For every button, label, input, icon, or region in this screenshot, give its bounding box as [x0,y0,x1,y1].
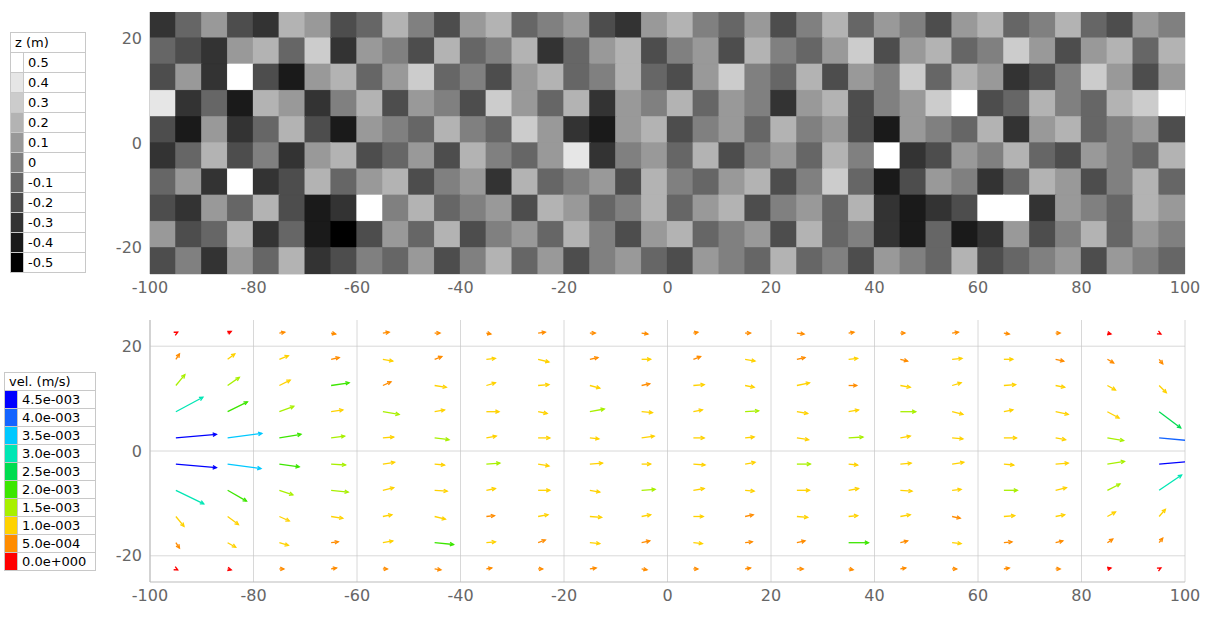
svg-text:0: 0 [132,442,142,461]
svg-text:80: 80 [1071,278,1091,297]
svg-text:-40: -40 [447,586,473,605]
svg-text:-20: -20 [116,238,142,257]
svg-text:40: 40 [864,278,884,297]
svg-text:100: 100 [1170,586,1201,605]
svg-text:-20: -20 [551,586,577,605]
html-text:0.1: 0.1 [28,135,49,150]
svg-text:20: 20 [122,337,142,356]
html-text:3.5e-003: 3.5e-003 [22,428,81,443]
html-text:2.0e-003: 2.0e-003 [22,482,81,497]
svg-text:-100: -100 [132,586,168,605]
svg-text:80: 80 [1071,586,1091,605]
svg-text:40: 40 [864,586,884,605]
html-text:-0.1: -0.1 [28,175,54,190]
html-text:-0.4: -0.4 [28,235,54,250]
html-text:0.2: 0.2 [28,115,49,130]
svg-text:0: 0 [662,278,672,297]
svg-text:0: 0 [132,134,142,153]
html-text:3.0e-003: 3.0e-003 [22,446,81,461]
html-text:-0.5: -0.5 [28,255,54,270]
html-text:4.0e-003: 4.0e-003 [22,410,81,425]
html-text:0.5: 0.5 [28,55,49,70]
html-text:-0.3: -0.3 [28,215,54,230]
svg-text:100: 100 [1170,278,1201,297]
svg-text:-40: -40 [447,278,473,297]
svg-text:60: 60 [968,278,988,297]
html-text:0.4: 0.4 [28,75,49,90]
svg-text:-60: -60 [344,586,370,605]
svg-text:20: 20 [761,586,781,605]
html-text:-0.2: -0.2 [28,195,54,210]
svg-text:-80: -80 [240,278,266,297]
svg-text:0: 0 [662,586,672,605]
html-text:0.3: 0.3 [28,95,49,110]
svg-text:-20: -20 [551,278,577,297]
svg-text:-100: -100 [132,278,168,297]
html-text:z (m): z (m) [15,35,49,50]
svg-text:20: 20 [761,278,781,297]
html-text:1.5e-003: 1.5e-003 [22,500,81,515]
svg-text:-20: -20 [116,546,142,565]
html-text:0.0e+000: 0.0e+000 [22,554,87,569]
html-text:vel. (m/s): vel. (m/s) [9,374,71,389]
html-text:5.0e-004: 5.0e-004 [22,536,81,551]
html-text:0: 0 [28,155,37,170]
svg-text:20: 20 [122,29,142,48]
svg-text:-80: -80 [240,586,266,605]
svg-text:-60: -60 [344,278,370,297]
html-text:2.5e-003: 2.5e-003 [22,464,81,479]
html-text:1.0e-003: 1.0e-003 [22,518,81,533]
html-text:4.5e-003: 4.5e-003 [22,392,81,407]
svg-text:60: 60 [968,586,988,605]
